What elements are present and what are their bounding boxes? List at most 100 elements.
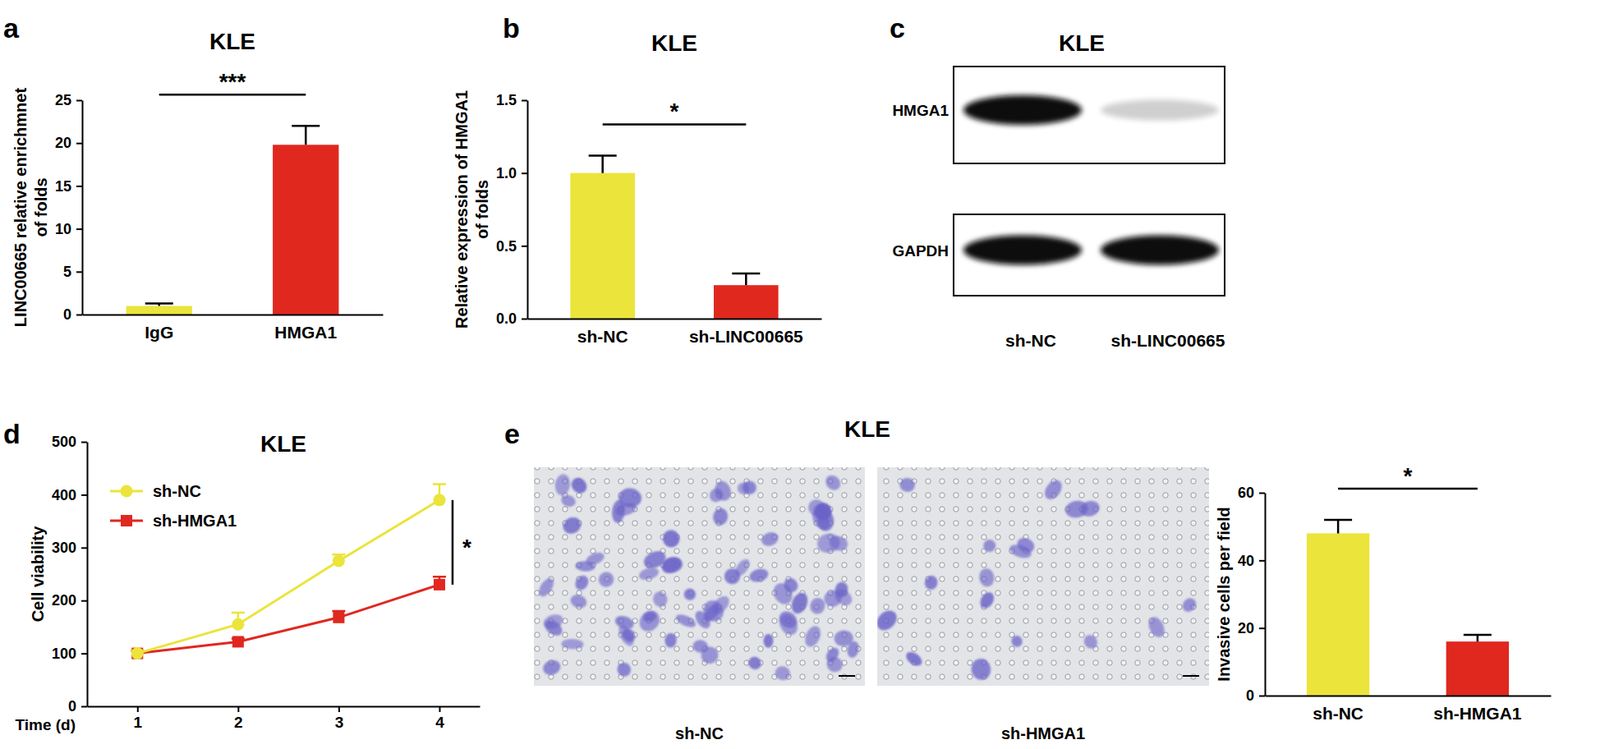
y-axis: 0100200300400500: [51, 433, 88, 715]
cell: [595, 568, 617, 590]
cell: [763, 634, 773, 649]
lane-label: sh-LINC00665: [1111, 331, 1226, 350]
tick-label: 0: [63, 306, 72, 323]
x-axis: sh-NCsh-LINC00665: [528, 318, 823, 346]
marker: [332, 611, 345, 624]
cell: [651, 589, 670, 609]
tick-mark: [1259, 560, 1265, 562]
tick-label: 15: [55, 178, 72, 195]
tick: 0.0: [496, 310, 528, 327]
tick-mark: [521, 318, 528, 321]
x-axis: 1234: [87, 706, 481, 732]
cell: [637, 565, 661, 583]
x-axis-line: [87, 706, 481, 709]
tick-mark: [521, 100, 528, 102]
cell: [781, 574, 801, 595]
tick: 0: [63, 306, 83, 323]
cell: [542, 616, 566, 639]
bar: [126, 306, 193, 315]
tick-mark: [137, 706, 139, 713]
x-axis-line: [1265, 695, 1552, 698]
tick-mark: [237, 706, 240, 713]
cell: [682, 587, 698, 603]
tick-label: sh-HMGA1: [1433, 703, 1522, 723]
legend-marker: [120, 514, 133, 527]
cell: [617, 487, 643, 508]
panel-letter: e: [504, 418, 520, 450]
panel: 0204060Invasive cells per fieldsh-NCsh-H…: [1214, 463, 1552, 723]
micrograph-background: [533, 467, 865, 686]
blot-band: [1100, 235, 1219, 266]
y-axis-title: Invasive cells per field: [1214, 506, 1233, 681]
panel: bKLE0.00.51.01.5Relative expression of H…: [452, 12, 823, 346]
tick-label: 25: [55, 91, 72, 109]
tick-label: 10: [55, 220, 72, 238]
cell: [583, 550, 607, 568]
cell: [748, 566, 771, 584]
tick-label: 1: [133, 713, 143, 732]
cell: [808, 596, 827, 616]
cell: [614, 660, 634, 680]
cell: [641, 547, 669, 572]
tick-label: 5: [63, 263, 72, 281]
cell: [903, 648, 925, 669]
tick-label: 40: [1237, 552, 1255, 570]
legend-label: sh-NC: [152, 482, 202, 501]
y-axis-title: Relative expression of HMGA1: [452, 90, 471, 329]
cell: [1078, 498, 1102, 519]
legend: sh-NCsh-HMGA1: [110, 482, 237, 530]
cell: [698, 596, 727, 626]
cell: [970, 657, 993, 681]
y-axis-line: [87, 442, 89, 708]
bar: [570, 173, 635, 319]
image-caption: sh-HMGA1: [1001, 724, 1086, 743]
tick: 60: [1237, 484, 1265, 502]
significance-line: [451, 500, 455, 585]
cell: [877, 606, 901, 635]
tick: 4: [435, 706, 445, 732]
y-axis-line: [82, 101, 84, 316]
tick-mark: [81, 547, 88, 549]
blot-band: [963, 95, 1082, 125]
cell: [560, 514, 584, 537]
cell: [745, 653, 764, 672]
tick-mark: [81, 494, 88, 497]
cell: [788, 590, 811, 617]
cell: [923, 574, 939, 591]
cell: [833, 580, 850, 598]
tick-label: 500: [51, 433, 77, 451]
tick: 10: [55, 220, 83, 238]
cell: [568, 592, 589, 611]
error-bar: [1463, 634, 1492, 642]
band-label: HMGA1: [891, 101, 949, 120]
tick-mark: [81, 652, 88, 655]
marker: [432, 493, 446, 506]
series-line: [137, 500, 440, 654]
x-axis: IgGHMGA1: [82, 314, 384, 342]
bar: [1446, 641, 1509, 696]
tick-mark: [76, 271, 83, 273]
cell: [661, 528, 681, 550]
cell: [802, 623, 824, 649]
panel-letter: a: [3, 12, 20, 44]
tick-mark: [1259, 627, 1265, 630]
title: KLE: [209, 28, 256, 55]
cell: [1080, 632, 1100, 652]
y-axis-title: of folds: [32, 177, 51, 237]
cell: [822, 472, 843, 493]
tick-label: 2: [234, 713, 244, 732]
cell: [804, 496, 828, 520]
tick: 500: [51, 433, 88, 451]
cell: [568, 474, 590, 497]
cell: [1010, 634, 1025, 649]
cell: [541, 657, 563, 678]
y-axis-title: Cell viability: [28, 525, 47, 623]
tick-mark: [76, 100, 83, 102]
y-axis: 0204060: [1237, 484, 1266, 704]
scale-bar: [1182, 675, 1200, 677]
band-label: GAPDH: [891, 242, 949, 260]
marker: [131, 647, 144, 660]
tick-label: 1.5: [496, 91, 517, 109]
tick: 2: [234, 706, 244, 732]
cell: [983, 538, 997, 552]
